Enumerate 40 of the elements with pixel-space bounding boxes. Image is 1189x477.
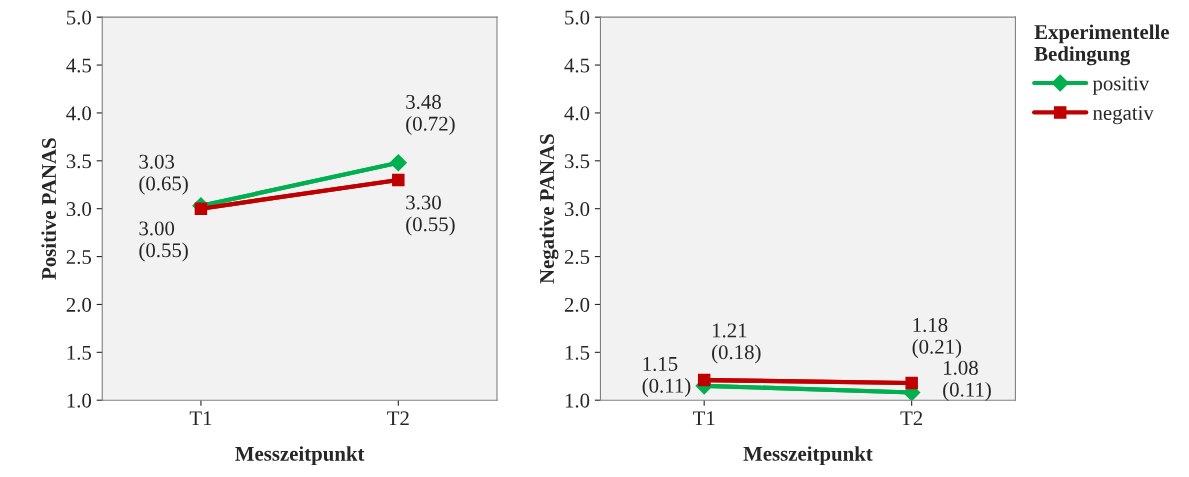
y-axis-title: Negative PANAS [539, 134, 559, 284]
y-tick-label: 4.5 [564, 58, 590, 73]
x-tick-label: T2 [387, 411, 409, 426]
y-tick-label: 2.0 [66, 297, 92, 312]
x-axis-title: Messzeitpunkt [743, 446, 873, 466]
data-label: 3.48 (0.72) [406, 94, 455, 135]
y-tick-label: 3.5 [564, 154, 590, 169]
point [389, 154, 407, 172]
y-tick-label: 1.0 [67, 393, 92, 408]
y-tick-label: 1.0 [565, 393, 590, 408]
y-axis-title: Positive PANAS [41, 138, 57, 280]
x-tick-label: T1 [692, 411, 715, 426]
y-tick-label: 5.0 [565, 10, 590, 25]
y-tick-label: 4.0 [66, 106, 92, 121]
legend-label: negativ [1092, 105, 1154, 125]
y-tick-label: 3.0 [564, 202, 590, 217]
legend-title: Experimentelle Bedingung [1034, 24, 1169, 66]
y-tick-label: 4.5 [66, 58, 92, 73]
x-tick-label: T1 [189, 411, 212, 426]
x-axis-title: Messzeitpunkt [235, 446, 365, 466]
point [194, 202, 208, 215]
x-tick-label: T2 [900, 411, 923, 426]
y-tick-label: 3.0 [66, 202, 92, 217]
y-tick-label: 1.5 [67, 345, 92, 360]
y-tick-label: 2.5 [564, 250, 590, 265]
y-tick-label: 2.5 [66, 250, 92, 265]
data-label: 1.08 (0.11) [943, 360, 991, 401]
y-tick-label: 5.0 [67, 10, 92, 25]
data-label: 1.21 (0.18) [712, 323, 761, 364]
point [392, 173, 405, 187]
data-label: 1.15 (0.11) [642, 356, 691, 397]
data-label: 3.03 (0.65) [139, 154, 188, 195]
data-label: 3.30 (0.55) [406, 195, 455, 236]
y-tick-label: 1.5 [565, 345, 590, 360]
y-tick-label: 3.5 [66, 154, 92, 169]
data-label: 1.18 (0.21) [912, 317, 962, 358]
legend-label: positiv [1092, 76, 1150, 95]
y-tick-label: 4.0 [564, 106, 590, 121]
data-label: 3.00 (0.55) [139, 221, 188, 262]
y-tick-label: 2.0 [564, 297, 590, 312]
